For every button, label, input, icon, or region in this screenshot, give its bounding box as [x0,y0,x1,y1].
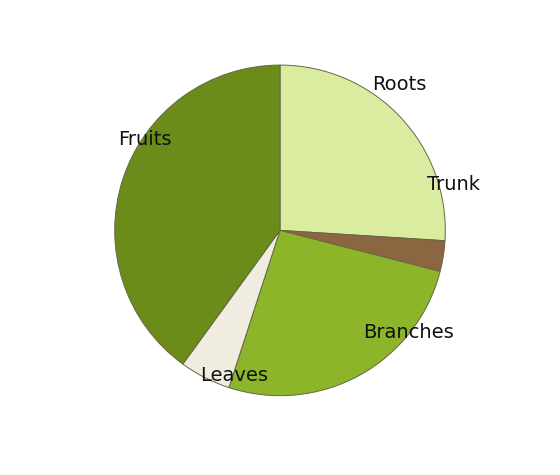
Wedge shape [280,230,445,272]
Text: Fruits: Fruits [118,130,171,149]
Wedge shape [115,65,280,364]
Text: Roots: Roots [372,76,426,95]
Text: Branches: Branches [363,323,454,342]
Wedge shape [280,65,445,241]
Text: Leaves: Leaves [200,366,268,385]
Text: Trunk: Trunk [427,175,480,194]
Wedge shape [229,230,440,396]
Wedge shape [183,230,280,388]
